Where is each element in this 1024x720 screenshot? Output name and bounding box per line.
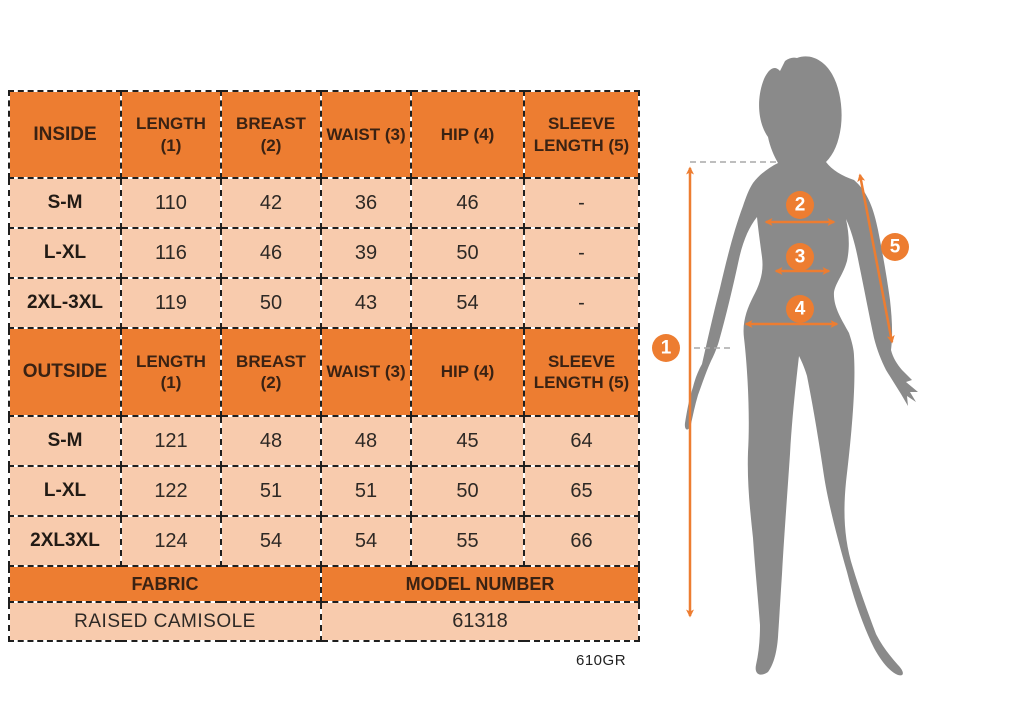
size-cell: L-XL bbox=[8, 227, 122, 279]
column-header-sleeve-length: SLEEVE LENGTH (5) bbox=[523, 327, 640, 417]
marker-4-label: 4 bbox=[795, 299, 806, 320]
measure-marker-1: 1 bbox=[652, 334, 680, 362]
value-cell: 122 bbox=[120, 465, 222, 517]
table-row: OUTSIDE LENGTH (1) BREAST (2) WAIST (3) … bbox=[8, 327, 640, 417]
size-cell: S-M bbox=[8, 415, 122, 467]
size-chart-table: INSIDE LENGTH (1) BREAST (2) WAIST (3) H… bbox=[8, 90, 640, 642]
value-cell: 116 bbox=[120, 227, 222, 279]
table-row: 2XL-3XL 119 50 43 54 - bbox=[8, 277, 640, 329]
value-cell: 110 bbox=[120, 177, 222, 229]
table-row: S-M 121 48 48 45 64 bbox=[8, 415, 640, 467]
marker-5-label: 5 bbox=[890, 237, 901, 258]
value-cell: 55 bbox=[410, 515, 525, 567]
value-cell: - bbox=[523, 227, 640, 279]
size-cell: S-M bbox=[8, 177, 122, 229]
value-cell: 65 bbox=[523, 465, 640, 517]
value-cell: 43 bbox=[320, 277, 412, 329]
value-cell: 66 bbox=[523, 515, 640, 567]
weight-note: 610GR bbox=[576, 652, 627, 669]
value-cell: 46 bbox=[410, 177, 525, 229]
value-cell: 51 bbox=[220, 465, 322, 517]
table-row: RAISED CAMISOLE 61318 bbox=[8, 601, 640, 642]
value-cell: 45 bbox=[410, 415, 525, 467]
value-cell: 119 bbox=[120, 277, 222, 329]
column-header-length: LENGTH (1) bbox=[120, 327, 222, 417]
value-cell: 50 bbox=[410, 227, 525, 279]
table-row: S-M 110 42 36 46 - bbox=[8, 177, 640, 229]
size-cell: 2XL-3XL bbox=[8, 277, 122, 329]
column-header-length: LENGTH (1) bbox=[120, 90, 222, 179]
value-cell: - bbox=[523, 177, 640, 229]
table-row: L-XL 116 46 39 50 - bbox=[8, 227, 640, 279]
sleeve-arrow bbox=[857, 173, 895, 344]
model-number-header: MODEL NUMBER bbox=[320, 565, 640, 603]
size-cell: 2XL3XL bbox=[8, 515, 122, 567]
value-cell: 54 bbox=[220, 515, 322, 567]
column-header-waist: WAIST (3) bbox=[320, 90, 412, 179]
column-header-hip: HIP (4) bbox=[410, 327, 525, 417]
value-cell: 46 bbox=[220, 227, 322, 279]
value-cell: 54 bbox=[410, 277, 525, 329]
marker-2-label: 2 bbox=[795, 195, 806, 216]
model-number-value-cell: 61318 bbox=[320, 601, 640, 642]
female-silhouette bbox=[684, 56, 918, 676]
value-cell: 48 bbox=[320, 415, 412, 467]
column-header-hip: HIP (4) bbox=[410, 90, 525, 179]
section-header-inside: INSIDE bbox=[8, 90, 122, 179]
column-header-breast: BREAST (2) bbox=[220, 90, 322, 179]
measure-marker-4: 4 bbox=[786, 295, 814, 323]
value-cell: 121 bbox=[120, 415, 222, 467]
value-cell: 36 bbox=[320, 177, 412, 229]
table-row: INSIDE LENGTH (1) BREAST (2) WAIST (3) H… bbox=[8, 90, 640, 179]
marker-3-label: 3 bbox=[795, 247, 806, 268]
section-header-outside: OUTSIDE bbox=[8, 327, 122, 417]
table-row: L-XL 122 51 51 50 65 bbox=[8, 465, 640, 517]
marker-1-label: 1 bbox=[661, 338, 672, 359]
value-cell: 39 bbox=[320, 227, 412, 279]
measure-marker-3: 3 bbox=[786, 243, 814, 271]
measure-marker-2: 2 bbox=[786, 191, 814, 219]
measure-marker-5: 5 bbox=[881, 233, 909, 261]
column-header-waist: WAIST (3) bbox=[320, 327, 412, 417]
value-cell: 64 bbox=[523, 415, 640, 467]
fabric-header: FABRIC bbox=[8, 565, 322, 603]
value-cell: 54 bbox=[320, 515, 412, 567]
table-row: 2XL3XL 124 54 54 55 66 bbox=[8, 515, 640, 567]
value-cell: 42 bbox=[220, 177, 322, 229]
value-cell: - bbox=[523, 277, 640, 329]
fabric-value-cell: RAISED CAMISOLE bbox=[8, 601, 322, 642]
measurement-diagram: 1 2 3 4 5 bbox=[652, 56, 918, 676]
size-cell: L-XL bbox=[8, 465, 122, 517]
column-header-sleeve-length: SLEEVE LENGTH (5) bbox=[523, 90, 640, 179]
value-cell: 50 bbox=[220, 277, 322, 329]
value-cell: 51 bbox=[320, 465, 412, 517]
value-cell: 48 bbox=[220, 415, 322, 467]
value-cell: 50 bbox=[410, 465, 525, 517]
column-header-breast: BREAST (2) bbox=[220, 327, 322, 417]
value-cell: 124 bbox=[120, 515, 222, 567]
table-row: FABRIC MODEL NUMBER bbox=[8, 565, 640, 603]
